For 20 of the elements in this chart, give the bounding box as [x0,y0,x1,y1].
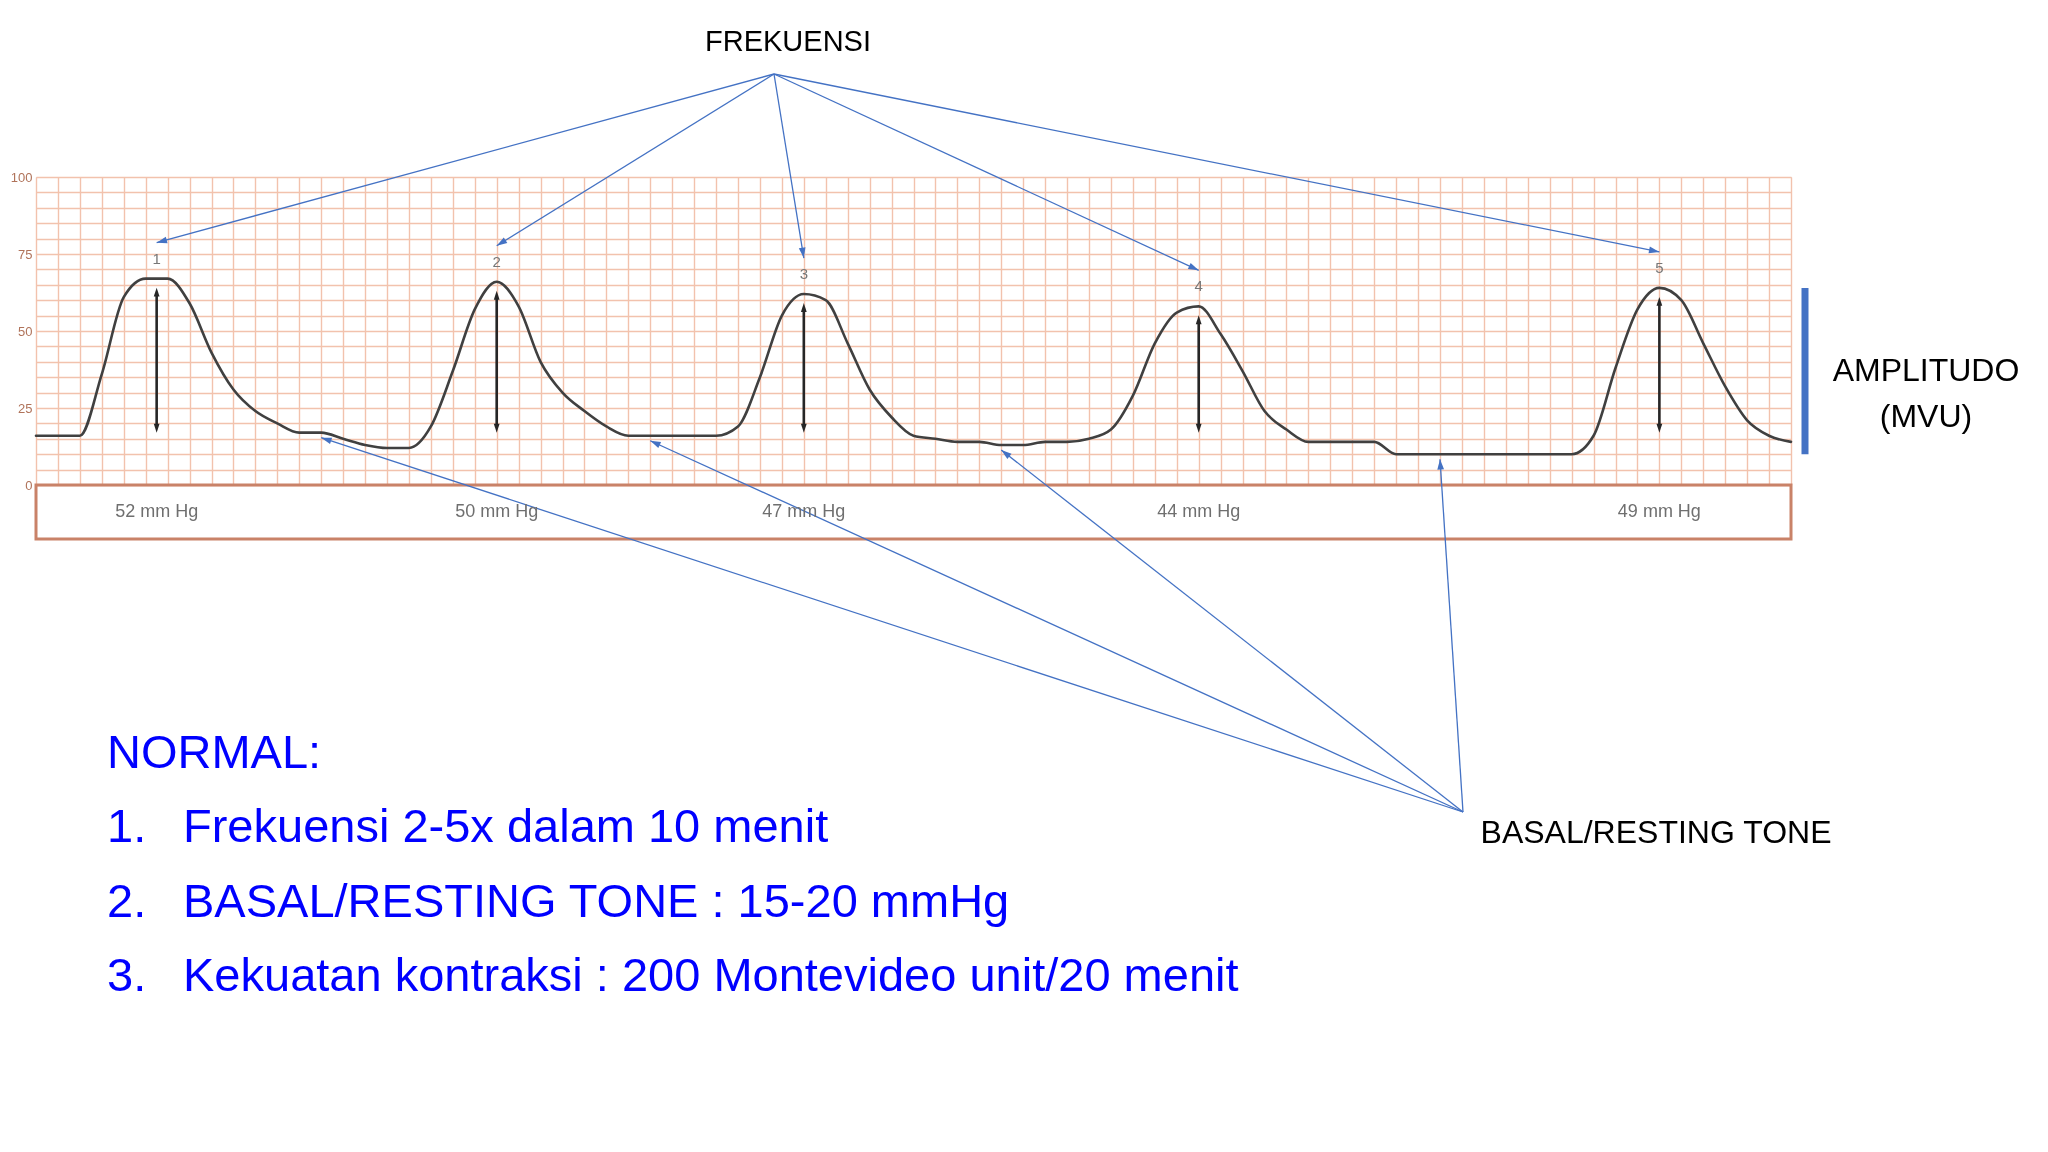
annotation: 4 [1194,277,1203,295]
text: 50 mm Hg [455,501,539,521]
annotation: 5 [1655,258,1664,276]
text: FREKUENSI [705,25,871,57]
text: 52 mm Hg [115,501,199,521]
text: AMPLITUDO (MVU) [1832,352,2020,435]
annotation: 1 [152,249,161,267]
text: 3. Kekuatan kontraksi : 200 Montevideo unit/20 menit [107,948,1239,1001]
y-tick-label: 75 [18,246,33,262]
y-tick-label: 0 [25,477,33,493]
text: BASAL/RESTING TONE [1480,814,1832,850]
y-tick-label: 50 [18,323,33,339]
text: 1. Frekuensi 2-5x dalam 10 menit [107,799,829,852]
text: 49 mm Hg [1617,501,1701,521]
line-series [34,277,1793,456]
y-tick-label: 100 [10,169,33,185]
text: 44 mm Hg [1157,501,1241,521]
text: NORMAL: [107,725,322,778]
text: 2. BASAL/RESTING TONE : 15-20 mmHg [107,873,1010,927]
y-tick-label: 25 [18,400,33,416]
